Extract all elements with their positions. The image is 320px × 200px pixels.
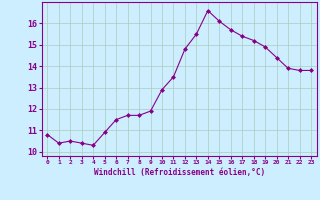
X-axis label: Windchill (Refroidissement éolien,°C): Windchill (Refroidissement éolien,°C) (94, 168, 265, 177)
